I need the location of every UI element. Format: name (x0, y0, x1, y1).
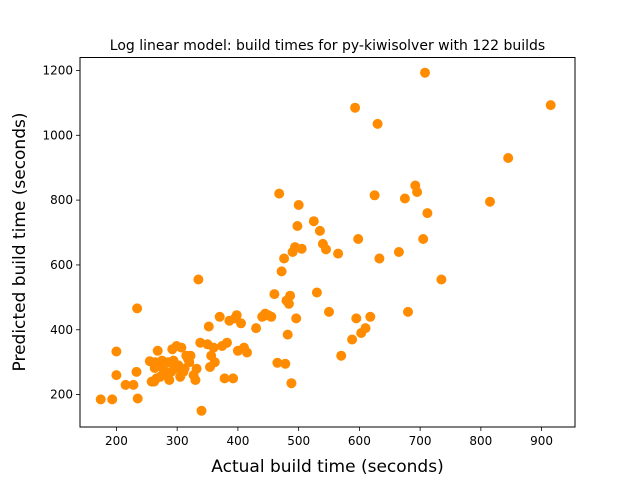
data-point (276, 266, 287, 277)
data-point (412, 187, 423, 197)
x-axis-ticks: 200 300 400 500 600 700 800 900 (105, 427, 553, 448)
data-point (291, 313, 302, 324)
data-point (314, 225, 325, 236)
data-point (369, 190, 380, 201)
data-point (293, 200, 304, 210)
data-point (282, 329, 293, 340)
data-point (280, 358, 291, 369)
data-point (545, 100, 556, 111)
data-point (111, 370, 122, 381)
data-point (219, 373, 230, 384)
y-tick-label: 600 (50, 258, 73, 272)
data-point (296, 243, 307, 254)
data-point (418, 234, 429, 244)
y-tick-label: 200 (50, 388, 73, 402)
x-tick-label: 400 (226, 434, 249, 448)
data-point (285, 290, 296, 301)
x-axis-label: Actual build time (seconds) (211, 457, 443, 477)
y-axis-ticks: 200 400 600 800 1000 1200 (42, 63, 80, 402)
data-point (279, 253, 290, 264)
data-point (111, 346, 122, 357)
data-point (208, 342, 219, 353)
data-point (95, 394, 106, 405)
data-point (132, 303, 143, 314)
data-point (399, 193, 410, 204)
data-point (193, 274, 204, 285)
y-axis-label: Predicted build time (seconds) (10, 113, 30, 372)
x-tick-label: 800 (469, 434, 492, 448)
data-point (214, 311, 225, 322)
data-point (242, 347, 252, 358)
data-point (190, 375, 201, 385)
data-point (420, 67, 430, 78)
data-point (251, 323, 262, 334)
y-tick-label: 1000 (42, 128, 73, 142)
data-point (321, 244, 331, 255)
data-point (120, 379, 131, 390)
data-point (350, 102, 361, 113)
x-tick-label: 500 (287, 434, 310, 448)
plot-frame (79, 57, 576, 428)
data-point (231, 310, 242, 321)
data-point (292, 221, 303, 231)
data-point (191, 363, 202, 374)
y-tick-label: 800 (50, 193, 73, 207)
data-point (308, 216, 319, 227)
data-point (347, 334, 358, 345)
data-point (269, 289, 280, 300)
data-point (333, 248, 344, 259)
data-point (286, 378, 297, 389)
y-tick-label: 1200 (42, 63, 73, 77)
x-tick-label: 300 (166, 434, 189, 448)
data-point (436, 274, 447, 285)
data-point (393, 247, 404, 257)
data-point (283, 298, 294, 309)
y-tick-label: 400 (50, 323, 73, 337)
data-point (422, 208, 433, 219)
data-point (324, 306, 334, 317)
data-points (95, 67, 556, 416)
data-point (336, 350, 347, 361)
data-point (353, 234, 364, 244)
data-point (164, 375, 175, 385)
data-point (152, 345, 163, 356)
data-point (503, 153, 514, 163)
x-tick-label: 200 (105, 434, 128, 448)
data-point (403, 306, 413, 317)
x-tick-label: 900 (530, 434, 553, 448)
data-point (365, 311, 376, 322)
data-point (107, 394, 118, 405)
data-point (176, 342, 187, 353)
data-point (222, 337, 232, 348)
data-point (131, 366, 142, 377)
data-point (311, 287, 322, 298)
data-point (203, 321, 214, 332)
data-point (236, 318, 246, 329)
data-point (132, 393, 143, 404)
data-point (274, 188, 285, 199)
data-point (372, 118, 383, 129)
data-point (360, 323, 371, 334)
data-point (128, 379, 139, 390)
data-point (266, 311, 277, 322)
data-point (485, 196, 495, 207)
data-point (196, 405, 207, 416)
data-point (228, 373, 239, 384)
data-point (374, 253, 385, 264)
data-point (351, 313, 362, 324)
x-tick-label: 700 (409, 434, 432, 448)
data-point (209, 357, 220, 368)
chart-title: Log linear model: build times for py-kiw… (110, 38, 545, 54)
data-point (185, 350, 196, 361)
x-tick-label: 600 (348, 434, 371, 448)
data-point (272, 357, 283, 368)
